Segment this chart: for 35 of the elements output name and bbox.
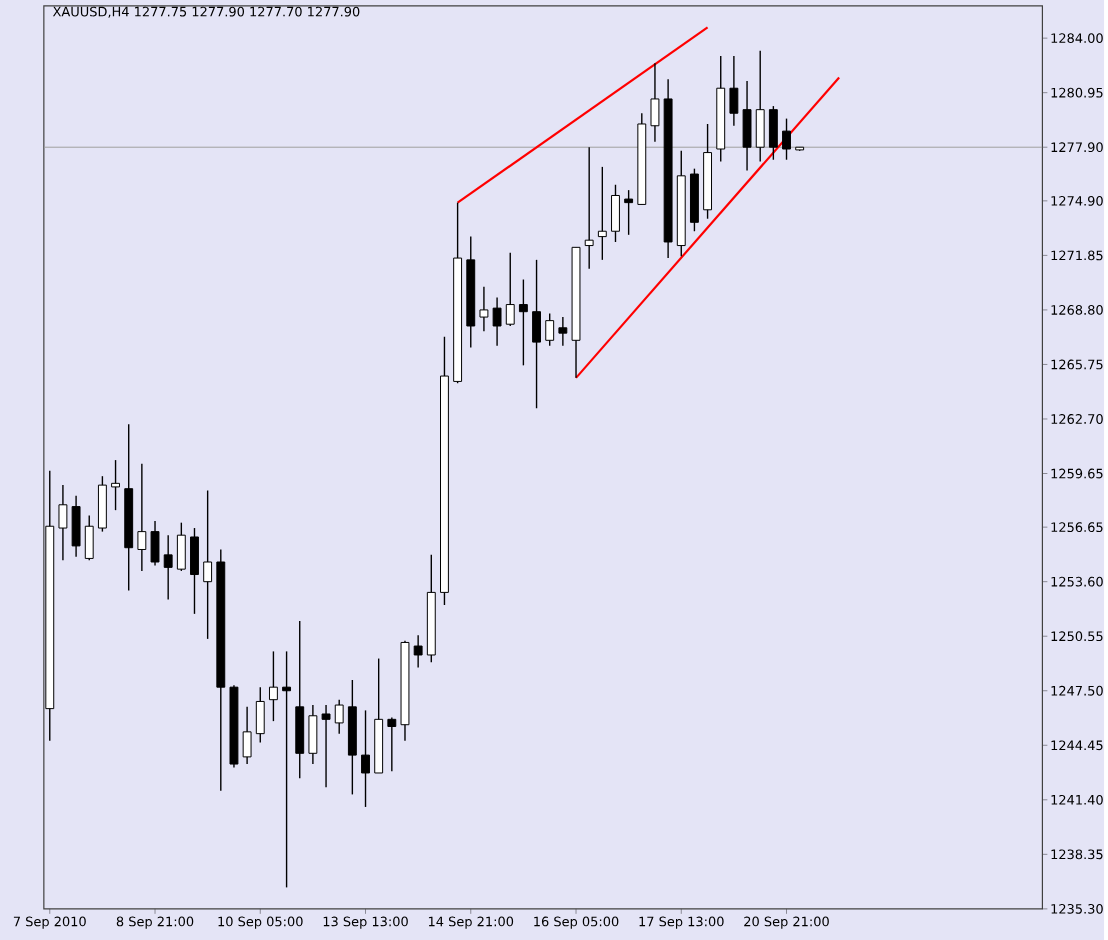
candlestick <box>624 189 634 236</box>
candlestick <box>782 117 791 161</box>
candlestick <box>597 165 607 261</box>
candlestick <box>505 251 515 327</box>
candlestick <box>755 49 765 162</box>
candlestick <box>334 698 344 734</box>
candlestick <box>321 703 331 788</box>
candlestick <box>255 686 265 743</box>
candlestick <box>518 278 528 366</box>
candlestick <box>361 709 370 808</box>
candlestick <box>190 526 199 615</box>
candlestick <box>203 489 213 640</box>
candlestick <box>545 312 555 346</box>
candlestick <box>84 514 94 561</box>
candlestick <box>163 534 173 600</box>
candlestick <box>111 459 120 511</box>
candlestick <box>413 634 423 668</box>
candlestick <box>268 650 278 722</box>
candlestick <box>532 258 541 409</box>
candlestick <box>729 54 739 127</box>
candlestick <box>742 79 752 171</box>
candlestick <box>137 462 147 572</box>
candlestick <box>768 105 778 161</box>
candlestick <box>295 619 305 779</box>
candlestick <box>558 315 568 346</box>
candlestick <box>176 521 186 572</box>
candlestick <box>611 183 620 243</box>
candlestick <box>150 519 160 566</box>
candlestick <box>650 62 660 143</box>
candlestick <box>282 650 292 888</box>
candlestick <box>242 705 252 765</box>
candlestick <box>308 703 318 765</box>
candlestick <box>387 716 397 772</box>
candlestick <box>584 146 594 270</box>
candlestick <box>97 475 107 532</box>
